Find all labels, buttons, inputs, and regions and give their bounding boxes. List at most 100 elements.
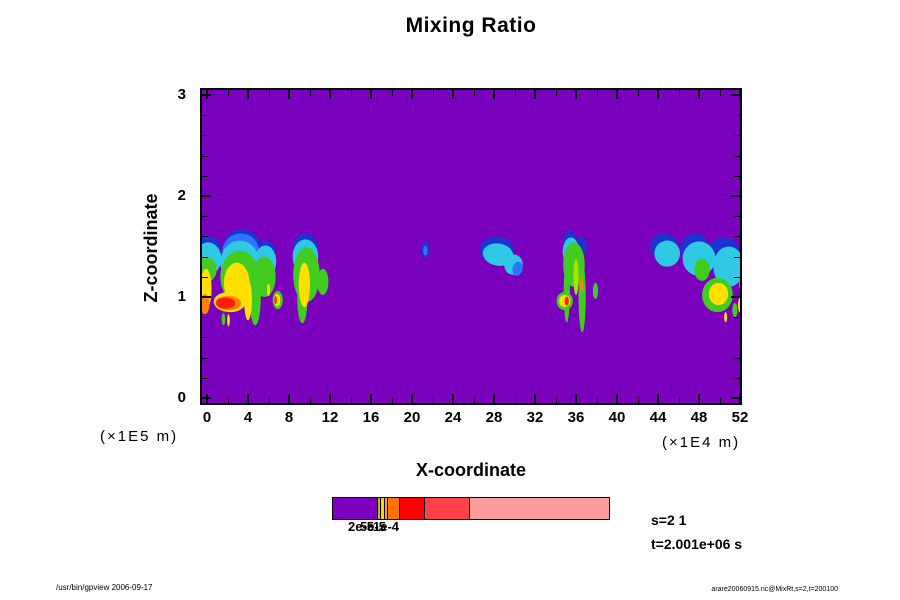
- y-minor-tick: [202, 115, 208, 117]
- x-major-tick: [370, 90, 372, 99]
- x-minor-tick: [268, 397, 270, 403]
- x-minor-tick: [473, 90, 475, 96]
- cloud-blob: [737, 297, 740, 313]
- y-minor-tick: [734, 115, 740, 117]
- y-major-tick: [731, 94, 740, 96]
- x-tick-label: 20: [403, 409, 421, 426]
- cloud-blob: [266, 283, 271, 297]
- colorbar-segment: [425, 498, 470, 519]
- y-tick-label: 0: [177, 389, 186, 406]
- cloud-blob: [578, 261, 586, 333]
- y-major-tick: [731, 296, 740, 298]
- cloud-blob: [249, 268, 261, 326]
- y-minor-tick: [734, 256, 740, 258]
- x-minor-tick: [227, 397, 229, 403]
- x-tick-label: 12: [321, 409, 339, 426]
- y-minor-tick: [734, 377, 740, 379]
- x-tick-label: 40: [608, 409, 626, 426]
- x-minor-tick: [473, 397, 475, 403]
- colorbar-segment: [378, 498, 381, 519]
- x-major-tick: [575, 394, 577, 403]
- cloud-blob: [724, 312, 728, 323]
- x-minor-tick: [350, 397, 352, 403]
- cloud-blob: [592, 282, 599, 300]
- x-axis-title: X-coordinate: [415, 460, 526, 480]
- x-tick-label: 8: [284, 409, 294, 426]
- cloud-blob: [573, 258, 579, 295]
- x-major-tick: [534, 90, 536, 99]
- x-major-tick: [493, 394, 495, 403]
- x-major-tick: [411, 394, 413, 403]
- x-minor-tick: [555, 397, 557, 403]
- x-major-tick: [288, 90, 290, 99]
- x-tick-label: 52: [731, 409, 749, 426]
- cloud-blob: [244, 279, 252, 321]
- x-major-tick: [657, 394, 659, 403]
- cloud-blob: [298, 262, 310, 308]
- x-minor-tick: [596, 397, 598, 403]
- cloud-blob: [713, 246, 740, 287]
- colorbar-segment: [388, 498, 400, 519]
- y-minor-tick: [202, 377, 208, 379]
- x-minor-tick: [432, 397, 434, 403]
- x-minor-tick: [719, 397, 721, 403]
- cloud-blob: [732, 303, 738, 318]
- colorbar-segment: [470, 498, 609, 519]
- cloud-blob: [564, 296, 569, 306]
- x-major-tick: [247, 394, 249, 403]
- colorbar: [332, 497, 610, 520]
- x-major-tick: [452, 394, 454, 403]
- x-minor-tick: [637, 90, 639, 96]
- y-minor-tick: [202, 135, 208, 137]
- colorbar-segment: [381, 498, 385, 519]
- y-minor-tick: [202, 317, 208, 319]
- y-minor-tick: [734, 337, 740, 339]
- colorbar-level-label: 1e-4: [372, 519, 400, 534]
- cloud-blob: [202, 293, 210, 315]
- y-tick-label: 3: [177, 86, 186, 103]
- y-minor-tick: [202, 357, 208, 359]
- cloud-blob: [274, 296, 277, 305]
- x-major-tick: [739, 394, 741, 403]
- y-minor-tick: [734, 276, 740, 278]
- y-minor-tick: [734, 317, 740, 319]
- cloud-blob: [694, 258, 710, 281]
- y-minor-tick: [202, 236, 208, 238]
- y-minor-tick: [734, 135, 740, 137]
- y-axis-title: Z-coordinate: [140, 193, 161, 303]
- cloud-blob: [227, 314, 230, 327]
- y-minor-tick: [202, 155, 208, 157]
- x-major-tick: [452, 90, 454, 99]
- y-tick-label: 1: [177, 288, 186, 305]
- x-minor-tick: [391, 397, 393, 403]
- x-tick-label: 32: [526, 409, 544, 426]
- x-major-tick: [247, 90, 249, 99]
- y-minor-tick: [202, 276, 208, 278]
- y-major-tick: [202, 195, 211, 197]
- y-major-tick: [202, 397, 211, 399]
- x-major-tick: [575, 90, 577, 99]
- x-tick-label: 36: [567, 409, 585, 426]
- x-minor-tick: [719, 90, 721, 96]
- x-major-tick: [698, 90, 700, 99]
- colorbar-segment: [385, 498, 388, 519]
- colorbar-level-label: 2e-5: [347, 519, 375, 534]
- y-minor-tick: [734, 175, 740, 177]
- x-major-tick: [616, 90, 618, 99]
- x-major-tick: [411, 90, 413, 99]
- x-tick-label: 44: [649, 409, 667, 426]
- cloud-blob: [738, 274, 740, 290]
- y-minor-tick: [734, 216, 740, 218]
- x-minor-tick: [514, 90, 516, 96]
- x-minor-tick: [678, 90, 680, 96]
- plot-area: [200, 88, 742, 405]
- x-major-tick: [329, 394, 331, 403]
- y-major-tick: [731, 397, 740, 399]
- mixing-ratio-field: [202, 90, 740, 403]
- x-minor-tick: [309, 397, 311, 403]
- x-minor-tick: [391, 90, 393, 96]
- annotation-s: s=2 1: [651, 512, 687, 528]
- x-major-tick: [657, 90, 659, 99]
- x-minor-tick: [678, 397, 680, 403]
- colorbar-segment: [400, 498, 425, 519]
